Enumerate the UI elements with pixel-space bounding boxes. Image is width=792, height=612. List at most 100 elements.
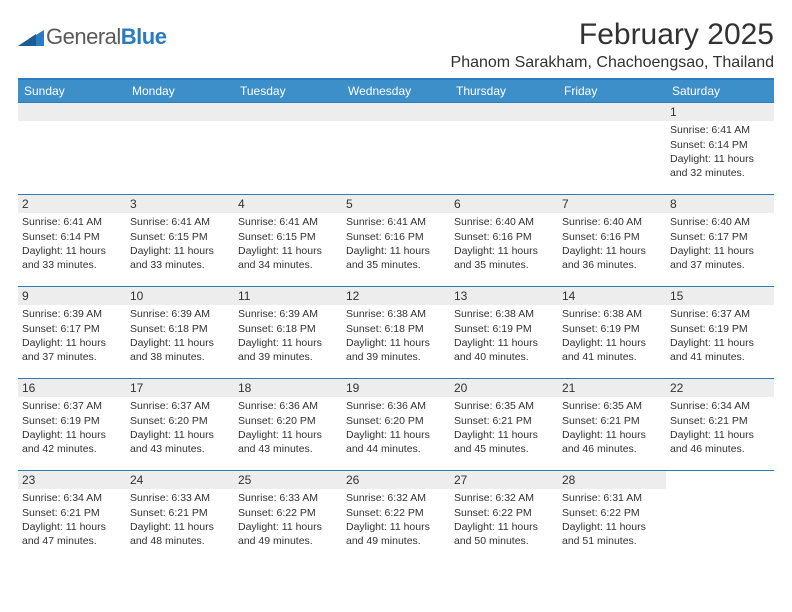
daylight: Daylight: 11 hours and 40 minutes.: [454, 336, 554, 364]
sunset: Sunset: 6:22 PM: [454, 506, 554, 520]
day-details: Sunrise: 6:36 AMSunset: 6:20 PMDaylight:…: [234, 397, 342, 460]
day-details: Sunrise: 6:31 AMSunset: 6:22 PMDaylight:…: [558, 489, 666, 552]
sunrise: Sunrise: 6:39 AM: [130, 307, 230, 321]
day-cell: 18Sunrise: 6:36 AMSunset: 6:20 PMDayligh…: [234, 379, 342, 471]
daylight: Daylight: 11 hours and 43 minutes.: [130, 428, 230, 456]
day-cell: 17Sunrise: 6:37 AMSunset: 6:20 PMDayligh…: [126, 379, 234, 471]
sunrise: Sunrise: 6:38 AM: [346, 307, 446, 321]
title-block: February 2025 Phanom Sarakham, Chachoeng…: [451, 18, 774, 72]
daylight: Daylight: 11 hours and 32 minutes.: [670, 152, 770, 180]
sunrise: Sunrise: 6:32 AM: [346, 491, 446, 505]
day-cell: 8Sunrise: 6:40 AMSunset: 6:17 PMDaylight…: [666, 195, 774, 287]
day-number: 23: [18, 471, 126, 489]
day-number: 6: [450, 195, 558, 213]
daylight: Daylight: 11 hours and 49 minutes.: [346, 520, 446, 548]
day-details: Sunrise: 6:40 AMSunset: 6:17 PMDaylight:…: [666, 213, 774, 276]
sunrise: Sunrise: 6:37 AM: [670, 307, 770, 321]
day-details: Sunrise: 6:41 AMSunset: 6:15 PMDaylight:…: [234, 213, 342, 276]
sunrise: Sunrise: 6:37 AM: [130, 399, 230, 413]
sunset: Sunset: 6:21 PM: [670, 414, 770, 428]
sunrise: Sunrise: 6:33 AM: [238, 491, 338, 505]
weekday-wednesday: Wednesday: [342, 79, 450, 103]
day-details: Sunrise: 6:34 AMSunset: 6:21 PMDaylight:…: [666, 397, 774, 460]
daylight: Daylight: 11 hours and 46 minutes.: [670, 428, 770, 456]
day-cell: [18, 103, 126, 195]
sunset: Sunset: 6:22 PM: [346, 506, 446, 520]
sunset: Sunset: 6:14 PM: [22, 230, 122, 244]
daylight: Daylight: 11 hours and 41 minutes.: [562, 336, 662, 364]
day-cell: 6Sunrise: 6:40 AMSunset: 6:16 PMDaylight…: [450, 195, 558, 287]
sunset: Sunset: 6:19 PM: [670, 322, 770, 336]
sunrise: Sunrise: 6:40 AM: [562, 215, 662, 229]
day-cell: 26 Sunrise: 6:32 AMSunset: 6:22 PMDayligh…: [342, 471, 450, 563]
empty-day-bar: [18, 103, 126, 121]
sunset: Sunset: 6:15 PM: [238, 230, 338, 244]
day-number: 11: [234, 287, 342, 305]
empty-day-bar: [126, 103, 234, 121]
day-cell: 14Sunrise: 6:38 AMSunset: 6:19 PMDayligh…: [558, 287, 666, 379]
daylight: Daylight: 11 hours and 41 minutes.: [670, 336, 770, 364]
daylight: Daylight: 11 hours and 35 minutes.: [454, 244, 554, 272]
week-row: 9Sunrise: 6:39 AMSunset: 6:17 PMDaylight…: [18, 287, 774, 379]
day-number: 4: [234, 195, 342, 213]
day-number: 8: [666, 195, 774, 213]
weekday-sunday: Sunday: [18, 79, 126, 103]
sunrise: Sunrise: 6:31 AM: [562, 491, 662, 505]
day-number: 25: [234, 471, 342, 489]
daylight: Daylight: 11 hours and 47 minutes.: [22, 520, 122, 548]
day-cell: 19Sunrise: 6:36 AMSunset: 6:20 PMDayligh…: [342, 379, 450, 471]
sunrise: Sunrise: 6:36 AM: [238, 399, 338, 413]
day-number: 26: [342, 471, 450, 489]
daylight: Daylight: 11 hours and 43 minutes.: [238, 428, 338, 456]
sunset: Sunset: 6:18 PM: [130, 322, 230, 336]
day-details: Sunrise: 6:37 AMSunset: 6:19 PMDaylight:…: [18, 397, 126, 460]
day-cell: 13Sunrise: 6:38 AMSunset: 6:19 PMDayligh…: [450, 287, 558, 379]
daylight: Daylight: 11 hours and 45 minutes.: [454, 428, 554, 456]
sunrise: Sunrise: 6:38 AM: [562, 307, 662, 321]
daylight: Daylight: 11 hours and 49 minutes.: [238, 520, 338, 548]
day-cell: [126, 103, 234, 195]
day-details: Sunrise: 6:40 AMSunset: 6:16 PMDaylight:…: [558, 213, 666, 276]
sunset: Sunset: 6:14 PM: [670, 138, 770, 152]
day-cell: 5Sunrise: 6:41 AMSunset: 6:16 PMDaylight…: [342, 195, 450, 287]
day-cell: 7Sunrise: 6:40 AMSunset: 6:16 PMDaylight…: [558, 195, 666, 287]
sunrise: Sunrise: 6:35 AM: [454, 399, 554, 413]
sunset: Sunset: 6:19 PM: [22, 414, 122, 428]
daylight: Daylight: 11 hours and 44 minutes.: [346, 428, 446, 456]
daylight: Daylight: 11 hours and 51 minutes.: [562, 520, 662, 548]
day-cell: 4Sunrise: 6:41 AMSunset: 6:15 PMDaylight…: [234, 195, 342, 287]
daylight: Daylight: 11 hours and 37 minutes.: [22, 336, 122, 364]
sunrise: Sunrise: 6:38 AM: [454, 307, 554, 321]
daylight: Daylight: 11 hours and 33 minutes.: [130, 244, 230, 272]
week-row: 23Sunrise: 6:34 AMSunset: 6:21 PMDayligh…: [18, 471, 774, 563]
day-cell: [342, 103, 450, 195]
sunrise: Sunrise: 6:33 AM: [130, 491, 230, 505]
empty-day-bar: [234, 103, 342, 121]
daylight: Daylight: 11 hours and 42 minutes.: [22, 428, 122, 456]
logo-word2: Blue: [121, 24, 167, 49]
day-details: Sunrise: 6:39 AMSunset: 6:18 PMDaylight:…: [234, 305, 342, 368]
day-number: 20: [450, 379, 558, 397]
day-details: Sunrise: 6:35 AMSunset: 6:21 PMDaylight:…: [450, 397, 558, 460]
day-cell: 28Sunrise: 6:31 AMSunset: 6:22 PMDayligh…: [558, 471, 666, 563]
day-cell: [558, 103, 666, 195]
weekday-thursday: Thursday: [450, 79, 558, 103]
day-details: Sunrise: 6:33 AMSunset: 6:21 PMDaylight:…: [126, 489, 234, 552]
empty-day-bar: [342, 103, 450, 121]
day-details: Sunrise: 6:38 AMSunset: 6:19 PMDaylight:…: [558, 305, 666, 368]
sunrise: Sunrise: 6:41 AM: [130, 215, 230, 229]
day-number: 21: [558, 379, 666, 397]
day-cell: 23Sunrise: 6:34 AMSunset: 6:21 PMDayligh…: [18, 471, 126, 563]
sunrise: Sunrise: 6:40 AM: [670, 215, 770, 229]
sunset: Sunset: 6:21 PM: [454, 414, 554, 428]
day-number: 16: [18, 379, 126, 397]
sunrise: Sunrise: 6:37 AM: [22, 399, 122, 413]
daylight: Daylight: 11 hours and 48 minutes.: [130, 520, 230, 548]
day-details: Sunrise: 6:35 AMSunset: 6:21 PMDaylight:…: [558, 397, 666, 460]
day-number: 22: [666, 379, 774, 397]
sunrise: Sunrise: 6:41 AM: [238, 215, 338, 229]
day-details: Sunrise: 6:41 AMSunset: 6:16 PMDaylight:…: [342, 213, 450, 276]
sunrise: Sunrise: 6:34 AM: [670, 399, 770, 413]
day-number: 14: [558, 287, 666, 305]
sunrise: Sunrise: 6:40 AM: [454, 215, 554, 229]
